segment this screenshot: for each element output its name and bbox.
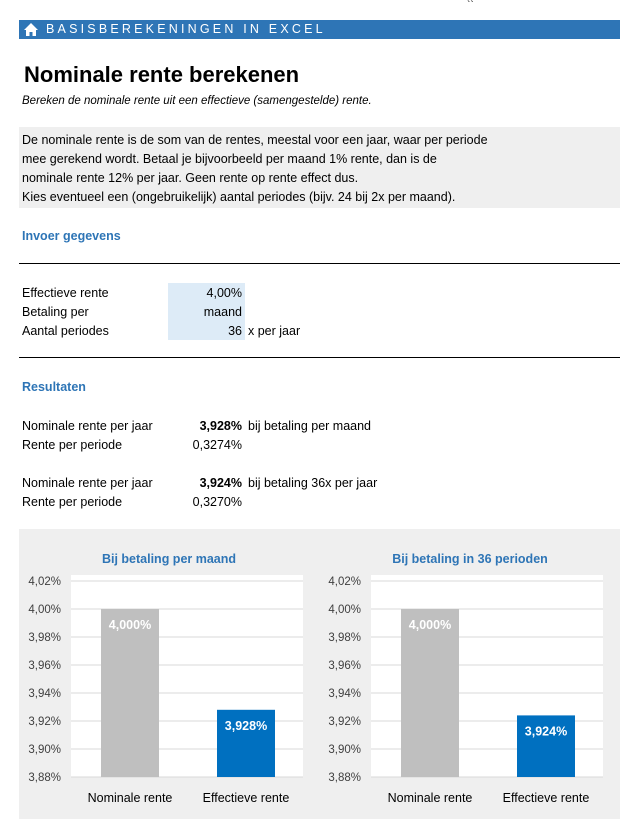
y-tick-label: 3,94%: [328, 688, 361, 700]
y-tick-label: 3,90%: [328, 744, 361, 756]
bar: [101, 609, 159, 777]
payment-label: Betaling per: [22, 305, 89, 319]
y-tick-label: 4,02%: [328, 576, 361, 588]
period-rate-label: Rente per periode: [22, 495, 123, 509]
y-tick-label: 3,92%: [28, 716, 61, 728]
y-tick-label: 4,02%: [28, 576, 61, 588]
y-tick-label: 3,88%: [328, 772, 361, 784]
y-tick-label: 4,00%: [328, 604, 361, 616]
description-line: mee gerekend wordt. Betaal je bijvoorbee…: [22, 152, 437, 166]
chart-title: Bij betaling in 36 perioden: [392, 552, 548, 566]
nominal-rate-label: Nominale rente per jaar: [22, 476, 153, 490]
bar: [401, 609, 459, 777]
y-tick-label: 3,98%: [28, 632, 61, 644]
divider: [19, 263, 620, 264]
nominal-rate-note: bij betaling per maand: [248, 419, 371, 433]
period-rate-value: 0,3274%: [192, 438, 242, 452]
nominal-rate-value: 3,928%: [199, 419, 242, 433]
home-icon[interactable]: [23, 22, 39, 37]
input-cells: [168, 283, 245, 340]
y-tick-label: 4,00%: [28, 604, 61, 616]
header-bar: BASISBEREKENINGEN IN EXCEL: [19, 20, 620, 39]
nominal-rate-note: bij betaling 36x per jaar: [248, 476, 378, 490]
page-title: Nominale rente berekenen: [24, 62, 300, 87]
category-label: Effectieve rente: [503, 791, 590, 805]
chart-title: Bij betaling per maand: [102, 552, 236, 566]
category-label: Nominale rente: [88, 791, 173, 805]
y-tick-label: 3,88%: [28, 772, 61, 784]
y-tick-label: 3,94%: [28, 688, 61, 700]
y-tick-label: 3,98%: [328, 632, 361, 644]
nominal-rate-label: Nominale rente per jaar: [22, 419, 153, 433]
description-line: nominale rente 12% per jaar. Geen rente …: [22, 171, 359, 185]
data-label: 3,924%: [525, 724, 567, 738]
header-title: BASISBEREKENINGEN IN EXCEL: [46, 22, 326, 36]
period-rate-value: 0,3270%: [192, 495, 242, 509]
y-tick-label: 3,96%: [328, 660, 361, 672]
page-subtitle: Bereken de nominale rente uit een effect…: [22, 95, 372, 107]
effective-rate-input[interactable]: 4,00%: [206, 286, 242, 300]
period-rate-label: Rente per periode: [22, 438, 123, 452]
category-label: Effectieve rente: [203, 791, 290, 805]
bar: [217, 709, 275, 777]
periods-unit: x per jaar: [248, 324, 301, 338]
description-line: Kies eventueel een (ongebruikelijk) aant…: [22, 190, 456, 204]
tick-mark: ``: [467, 0, 474, 11]
bar: [517, 715, 575, 777]
divider: [19, 357, 620, 358]
effective-rate-label: Effectieve rente: [22, 286, 109, 300]
payment-input[interactable]: maand: [203, 305, 242, 319]
description-line: De nominale rente is de som van de rente…: [22, 133, 488, 147]
periods-label: Aantal periodes: [22, 324, 109, 338]
results-heading: Resultaten: [22, 380, 86, 394]
nominal-rate-value: 3,924%: [199, 476, 242, 490]
y-tick-label: 3,92%: [328, 716, 361, 728]
data-label: 3,928%: [225, 719, 267, 733]
input-heading: Invoer gegevens: [22, 229, 121, 243]
data-label: 4,000%: [409, 618, 451, 632]
data-label: 4,000%: [109, 618, 151, 632]
description-box: De nominale rente is de som van de rente…: [19, 127, 620, 208]
periods-input[interactable]: 36: [228, 324, 242, 338]
y-tick-label: 3,90%: [28, 744, 61, 756]
category-label: Nominale rente: [388, 791, 473, 805]
y-tick-label: 3,96%: [28, 660, 61, 672]
